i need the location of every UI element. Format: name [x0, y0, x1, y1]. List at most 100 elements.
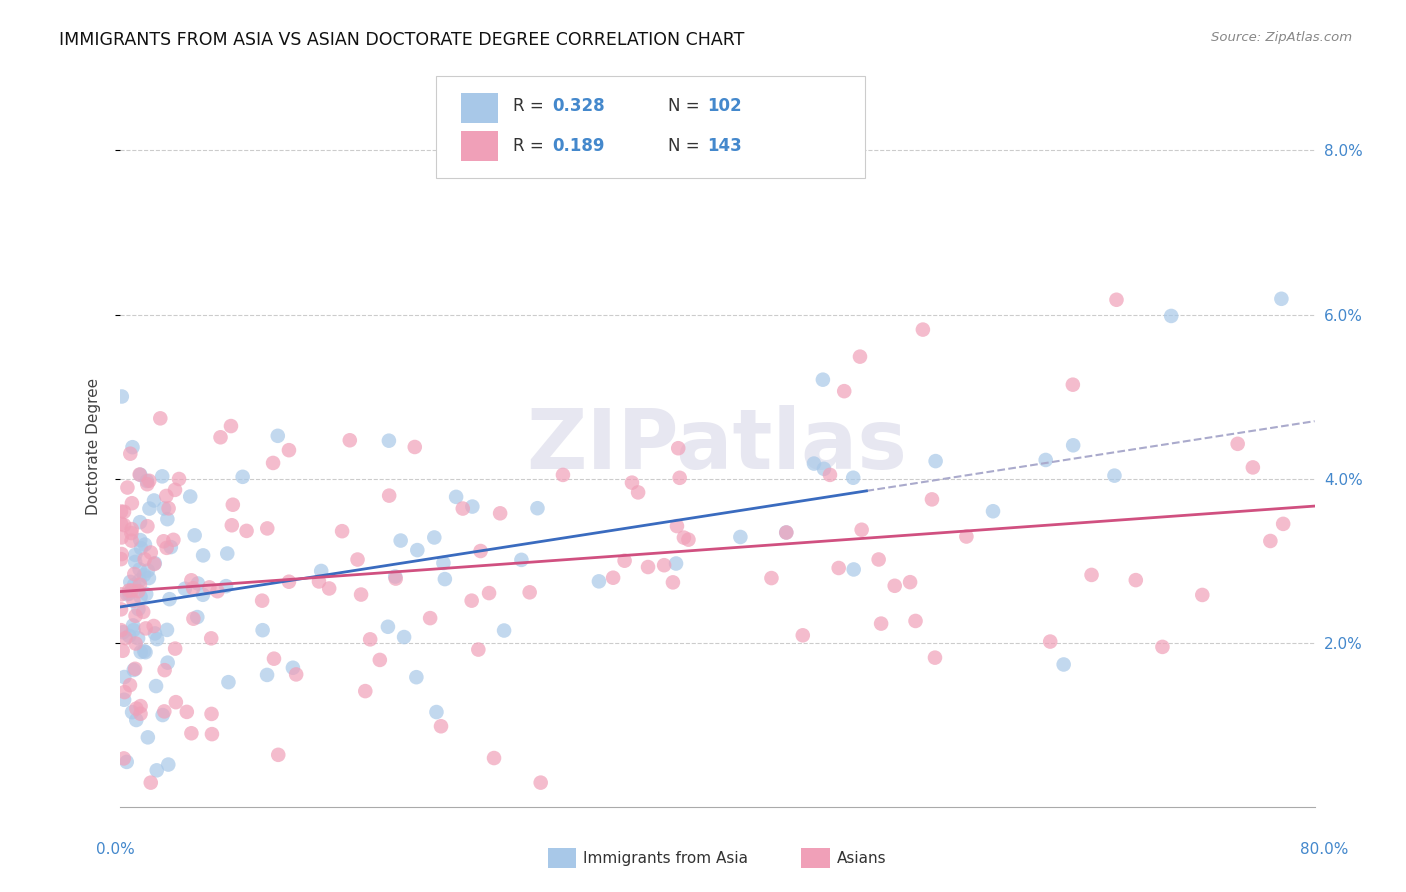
Point — [924, 650, 946, 665]
Point — [180, 726, 202, 740]
Point — [112, 670, 135, 684]
Point — [620, 475, 643, 490]
Point — [122, 663, 145, 677]
Point — [519, 585, 541, 599]
Point — [832, 384, 855, 399]
Point — [389, 533, 412, 548]
Point — [309, 564, 332, 578]
Point — [911, 322, 934, 336]
Point — [181, 581, 204, 595]
Point — [813, 462, 835, 476]
Point — [129, 541, 152, 556]
Text: Immigrants from Asia: Immigrants from Asia — [583, 851, 748, 865]
Point — [124, 636, 146, 650]
Point — [143, 493, 166, 508]
Point — [1270, 292, 1292, 306]
Point — [153, 663, 176, 677]
Point — [128, 574, 150, 588]
Point — [359, 632, 381, 647]
Point — [828, 561, 851, 575]
Point — [489, 506, 512, 520]
Point — [127, 632, 149, 646]
Point — [339, 434, 361, 448]
Point — [191, 588, 214, 602]
Text: 102: 102 — [707, 97, 742, 115]
Point — [157, 501, 180, 516]
Point — [1104, 468, 1126, 483]
Point — [775, 525, 797, 540]
Point — [149, 411, 172, 425]
Point — [129, 533, 152, 547]
Text: 0.189: 0.189 — [553, 137, 605, 155]
Point — [136, 564, 159, 578]
Point — [129, 706, 152, 721]
Point — [898, 575, 921, 590]
Point — [551, 467, 574, 482]
Point — [318, 582, 340, 596]
Point — [110, 623, 132, 637]
Point — [444, 490, 467, 504]
Point — [165, 641, 187, 656]
Point — [219, 419, 242, 434]
Point — [191, 549, 214, 563]
Point — [883, 579, 905, 593]
Point — [467, 642, 489, 657]
Point — [183, 612, 205, 626]
Point — [111, 644, 134, 658]
Point — [588, 574, 610, 589]
Point — [1080, 568, 1102, 582]
Point — [120, 447, 142, 461]
Point — [139, 775, 162, 789]
Point — [460, 593, 482, 607]
Point — [143, 626, 166, 640]
Point — [110, 587, 132, 601]
Point — [1105, 293, 1128, 307]
Point — [1053, 657, 1076, 672]
Point — [672, 531, 695, 545]
Text: Source: ZipAtlas.com: Source: ZipAtlas.com — [1212, 31, 1353, 45]
Point — [285, 667, 308, 681]
Y-axis label: Doctorate Degree: Doctorate Degree — [86, 377, 101, 515]
Point — [478, 586, 501, 600]
Point — [200, 706, 222, 721]
Point — [112, 692, 135, 706]
Point — [142, 619, 165, 633]
Point — [122, 594, 145, 608]
Point — [281, 661, 304, 675]
Point — [665, 557, 688, 571]
Point — [652, 558, 675, 573]
Point — [157, 757, 180, 772]
Point — [118, 678, 141, 692]
Point — [156, 512, 179, 526]
Point — [392, 630, 415, 644]
Point — [868, 552, 890, 566]
Point — [419, 611, 441, 625]
Point — [1125, 573, 1147, 587]
Point — [121, 583, 143, 598]
Point — [851, 523, 873, 537]
Point — [662, 575, 685, 590]
Point — [112, 751, 135, 765]
Point — [252, 623, 274, 637]
Point — [122, 618, 145, 632]
Point — [842, 471, 865, 485]
Point — [124, 608, 146, 623]
Point — [849, 350, 872, 364]
Point — [127, 584, 149, 599]
Point — [678, 533, 700, 547]
Point — [136, 731, 159, 745]
Point — [138, 474, 160, 488]
Point — [156, 541, 179, 555]
Point — [128, 467, 150, 482]
Point — [118, 587, 141, 601]
Point — [114, 631, 136, 645]
Point — [179, 490, 201, 504]
Point — [761, 571, 783, 585]
Point — [256, 668, 278, 682]
Point — [368, 653, 391, 667]
Point — [423, 531, 446, 545]
Point — [330, 524, 353, 538]
Point — [482, 751, 505, 765]
Point — [135, 474, 157, 488]
Point — [110, 602, 132, 616]
